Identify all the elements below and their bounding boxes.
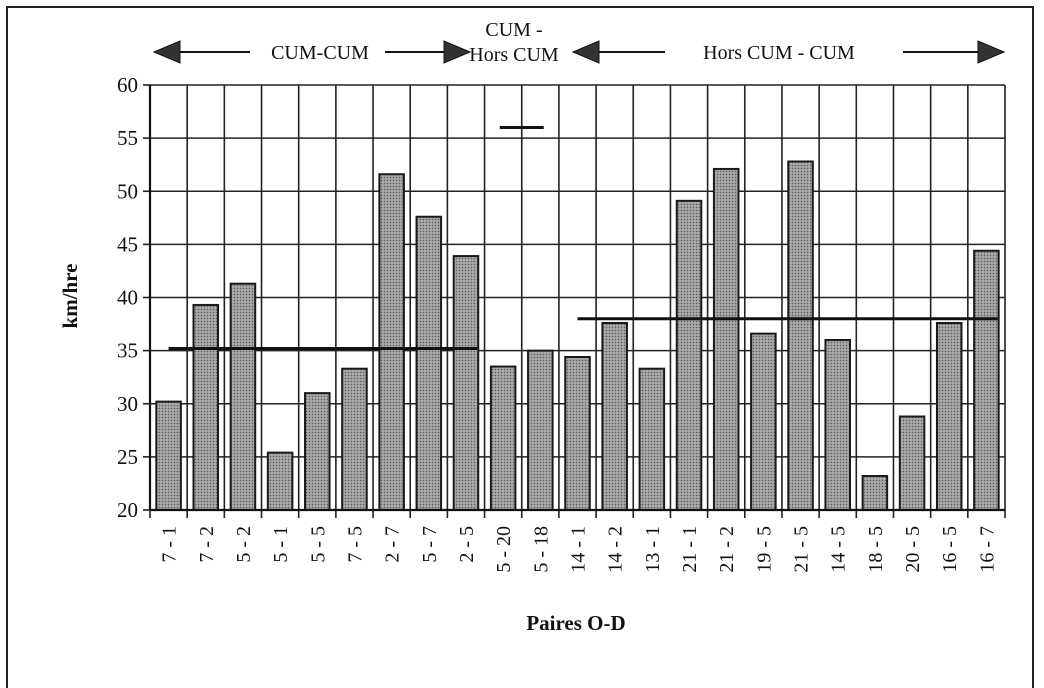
bar [192, 303, 220, 511]
bar [973, 249, 1000, 511]
x-tick-label: 14 - 2 [605, 526, 627, 573]
x-tick-label: 14 - 5 [828, 526, 850, 573]
x-tick-label: 20 - 5 [902, 526, 924, 573]
group-label: Hors CUM - CUM [703, 42, 855, 64]
x-tick-label: 7 - 1 [159, 526, 181, 563]
x-tick-label: 5 - 18 [530, 526, 552, 573]
bar [750, 332, 777, 511]
x-tick-label: 18 - 5 [865, 526, 887, 573]
average-lines [168, 126, 998, 350]
y-tick-label: 30 [117, 392, 138, 416]
group-arrowhead [571, 40, 600, 64]
y-tick-label: 50 [117, 179, 138, 203]
x-tick-label: 5 - 5 [307, 526, 329, 563]
bar [489, 365, 517, 511]
bar [229, 282, 257, 511]
x-tick-label: 5 - 1 [270, 526, 292, 563]
bar [824, 339, 851, 511]
x-tick-label: 21 - 2 [716, 526, 738, 573]
y-axis-label: km/hre [58, 264, 82, 329]
x-tick-label: 7 - 5 [344, 526, 366, 563]
x-tick-label: 7 - 2 [196, 526, 218, 563]
group-label: CUM-CUM [271, 42, 369, 64]
x-tick-label: 2 - 7 [382, 526, 404, 563]
group-annotations: CUM-CUM CUM - Hors CUM Hors CUM - CUM [152, 19, 1006, 66]
bar [378, 173, 405, 511]
y-tick-label: 45 [117, 232, 138, 256]
bar [861, 475, 889, 511]
bar [601, 322, 628, 511]
x-axis-label: Paires O-D [526, 611, 625, 635]
bar [155, 400, 182, 511]
group-arrowhead [152, 40, 181, 64]
bar [935, 322, 963, 511]
y-tick-label: 25 [117, 445, 138, 469]
bar [266, 451, 294, 511]
x-tick-label: 21 - 5 [791, 526, 813, 573]
group-label: CUM - [485, 19, 542, 41]
x-tick-label: 13 - 1 [642, 526, 664, 573]
x-tick-label: 14 - 1 [568, 526, 590, 573]
group-label: Hors CUM [469, 44, 559, 66]
y-tick-label: 55 [117, 126, 138, 150]
x-tick-label: 5 - 20 [493, 526, 515, 573]
bar [787, 160, 814, 511]
y-tick-label: 60 [117, 73, 138, 97]
bar [415, 215, 443, 511]
x-tick-label: 19 - 5 [753, 526, 775, 573]
x-tick-label: 21 - 1 [679, 526, 701, 573]
bar [341, 367, 368, 511]
bar [452, 255, 480, 511]
bar [638, 367, 666, 511]
x-tick-label: 5 - 7 [419, 526, 441, 563]
grid [149, 84, 1006, 511]
axes: 20 25 30 35 40 45 50 55 60 7 - 1 7 - 2 5 - 2 5 - 1 5 … [117, 73, 1006, 573]
group-arrowhead [443, 40, 472, 64]
chart-frame [6, 6, 1034, 688]
x-tick-label: 16 - 5 [939, 526, 961, 573]
y-tick-label: 40 [117, 286, 138, 310]
x-tick-label: 2 - 5 [456, 526, 478, 563]
y-tick-label: 35 [117, 339, 138, 363]
x-tick-label: 5 - 2 [233, 526, 255, 563]
group-arrowhead [977, 40, 1006, 64]
x-tick-label: 16 - 7 [976, 526, 998, 573]
bars [155, 160, 1000, 511]
bar [675, 199, 703, 511]
y-tick-label: 20 [117, 498, 138, 522]
bar [527, 349, 554, 511]
bar [564, 356, 591, 511]
bar [898, 415, 926, 511]
bar [304, 392, 331, 511]
bar [712, 167, 740, 511]
